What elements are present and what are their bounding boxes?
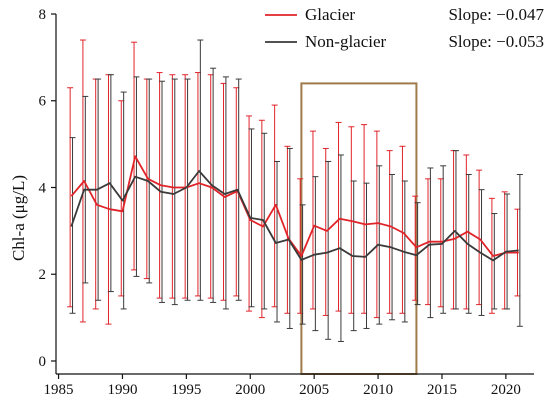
error-bar bbox=[197, 39, 204, 301]
y-tick-label: 4 bbox=[39, 180, 47, 196]
x-tick-label: 2010 bbox=[363, 382, 393, 398]
x-tick-label: 2005 bbox=[299, 382, 329, 398]
error-bar bbox=[491, 213, 498, 310]
legend: Glacier Slope: −0.047 Non-glacier Slope: −0… bbox=[265, 5, 544, 51]
ticks-layer: 0 2 4 6 8 1985 1990 1995 2000 2005 2010 2015 2020 bbox=[39, 7, 521, 398]
error-bar bbox=[235, 78, 242, 301]
highlight-box-layer bbox=[300, 82, 418, 376]
y-tick-label: 8 bbox=[39, 7, 47, 23]
error-bar bbox=[79, 39, 86, 323]
y-tick-label: 2 bbox=[39, 267, 47, 283]
error-bar bbox=[120, 91, 127, 310]
error-bar bbox=[274, 160, 281, 323]
axes-layer bbox=[55, 14, 534, 375]
legend-label-glacier: Glacier bbox=[305, 5, 355, 24]
error-bar bbox=[440, 165, 447, 314]
error-bar bbox=[286, 147, 293, 329]
series-line-non-glacier bbox=[70, 170, 519, 262]
error-bar bbox=[325, 160, 332, 340]
series-layer bbox=[67, 39, 523, 342]
error-bar bbox=[107, 74, 114, 293]
series-line-glacier bbox=[70, 155, 519, 257]
y-axis-title: Chl-a (μg/L) bbox=[9, 175, 28, 261]
error-bar bbox=[299, 204, 306, 325]
legend-slope-glacier: Slope: −0.047 bbox=[448, 5, 544, 24]
x-tick-label: 1990 bbox=[107, 382, 137, 398]
x-tick-label: 2020 bbox=[491, 382, 521, 398]
legend-slope-non-glacier: Slope: −0.053 bbox=[448, 32, 544, 51]
series-non-glacier bbox=[69, 39, 523, 342]
x-tick-label: 1985 bbox=[44, 382, 74, 398]
y-tick-label: 0 bbox=[39, 354, 47, 370]
error-bar bbox=[171, 78, 178, 306]
error-bar bbox=[184, 78, 191, 301]
y-tick-label: 6 bbox=[39, 94, 47, 110]
legend-label-non-glacier: Non-glacier bbox=[305, 32, 387, 51]
x-tick-label: 2000 bbox=[235, 382, 265, 398]
x-tick-label: 1995 bbox=[171, 382, 201, 398]
error-bar bbox=[516, 173, 523, 327]
error-bar bbox=[452, 150, 459, 310]
x-tick-label: 2015 bbox=[427, 382, 457, 398]
highlight-box bbox=[300, 82, 418, 376]
error-bar bbox=[427, 167, 434, 319]
series-glacier bbox=[67, 39, 521, 325]
